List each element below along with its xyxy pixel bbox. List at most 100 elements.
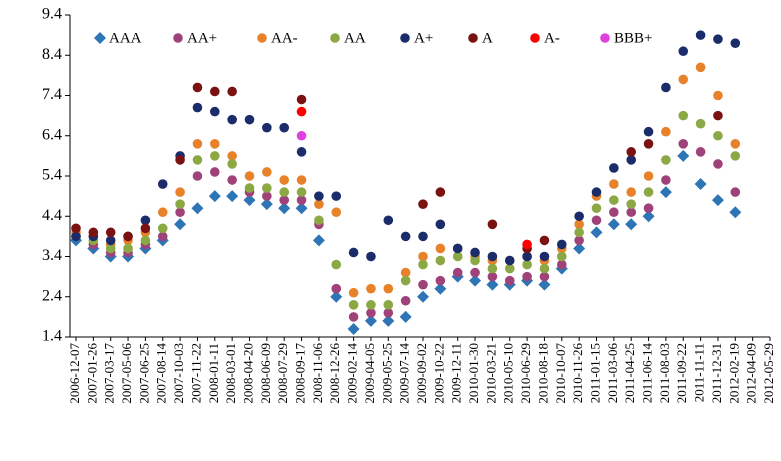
marker — [262, 191, 272, 201]
marker — [678, 110, 689, 121]
marker — [191, 202, 204, 215]
marker — [711, 194, 724, 207]
marker — [296, 175, 307, 185]
marker — [174, 218, 187, 231]
marker — [591, 187, 602, 197]
marker — [123, 243, 133, 254]
x-tick-label: 2008-01-11 — [206, 343, 221, 403]
marker — [486, 278, 499, 291]
legend-label: A+ — [414, 30, 433, 46]
marker — [227, 86, 237, 97]
marker — [279, 195, 290, 205]
legend-label: AA — [344, 30, 366, 46]
marker — [557, 251, 567, 262]
marker — [539, 251, 550, 262]
marker — [210, 86, 220, 97]
marker — [487, 251, 498, 262]
x-tick-label: 2011-11-11 — [692, 343, 707, 402]
x-tick-label: 2008-06-09 — [258, 343, 273, 404]
marker — [210, 151, 220, 161]
marker — [487, 219, 498, 230]
marker — [607, 218, 620, 231]
marker — [557, 259, 567, 270]
marker — [192, 102, 203, 113]
marker — [530, 33, 540, 43]
marker — [522, 271, 532, 282]
marker — [331, 207, 342, 218]
x-tick-label: 2007-01-26 — [84, 343, 99, 404]
marker — [452, 267, 463, 278]
y-tick-label: 6.4 — [42, 126, 62, 143]
x-tick-label: 2007-11-22 — [188, 343, 203, 403]
y-tick-label: 9.4 — [42, 6, 62, 23]
marker — [260, 198, 273, 211]
marker — [435, 243, 446, 254]
x-tick-label: 2008-09-17 — [293, 343, 308, 404]
marker — [574, 235, 584, 246]
marker — [661, 155, 671, 165]
marker — [192, 139, 203, 149]
marker — [383, 300, 394, 310]
marker — [331, 259, 342, 270]
marker — [730, 151, 741, 161]
marker — [399, 310, 412, 323]
marker — [626, 187, 636, 197]
marker — [140, 223, 151, 234]
marker — [591, 215, 602, 226]
marker — [600, 33, 610, 43]
marker — [105, 235, 116, 246]
marker — [694, 178, 707, 191]
marker — [400, 275, 411, 286]
marker — [400, 33, 410, 43]
marker — [713, 159, 723, 169]
x-tick-label: 2009-07-14 — [397, 343, 412, 404]
marker — [730, 139, 741, 149]
marker — [383, 215, 394, 226]
marker — [105, 227, 116, 238]
marker — [123, 231, 133, 242]
marker — [659, 186, 672, 199]
marker — [468, 33, 478, 43]
marker — [626, 199, 636, 209]
marker — [729, 206, 742, 219]
marker — [348, 300, 359, 310]
marker — [522, 239, 532, 250]
marker — [539, 271, 550, 282]
marker — [695, 147, 706, 157]
marker — [226, 190, 239, 203]
marker — [314, 191, 324, 201]
marker — [257, 33, 267, 43]
marker — [366, 251, 376, 262]
marker — [678, 74, 689, 85]
marker — [157, 207, 168, 218]
marker — [661, 126, 671, 137]
marker — [88, 227, 99, 238]
x-tick-label: 2008-12-26 — [327, 343, 342, 404]
marker — [314, 199, 324, 209]
marker — [314, 215, 324, 226]
marker — [643, 139, 654, 149]
x-tick-label: 2007-10-03 — [171, 343, 186, 404]
legend-label: A — [482, 30, 493, 46]
marker — [157, 223, 168, 234]
marker — [713, 34, 723, 44]
x-tick-label: 2012-04-09 — [744, 343, 759, 404]
x-tick-label: 2009-12-11 — [449, 343, 464, 403]
marker — [695, 118, 706, 129]
x-tick-label: 2009-04-05 — [362, 343, 377, 404]
marker — [366, 300, 376, 310]
marker — [175, 199, 185, 209]
marker — [210, 106, 220, 117]
marker — [452, 251, 463, 262]
marker — [626, 155, 636, 165]
marker — [173, 33, 183, 43]
marker — [557, 239, 567, 250]
marker — [208, 190, 221, 203]
marker — [730, 187, 741, 197]
x-tick-label: 2011-01-15 — [587, 343, 602, 403]
marker — [140, 215, 151, 226]
marker — [244, 114, 255, 125]
legend-label: AA+ — [187, 30, 217, 46]
marker — [227, 114, 237, 125]
marker — [244, 171, 255, 181]
